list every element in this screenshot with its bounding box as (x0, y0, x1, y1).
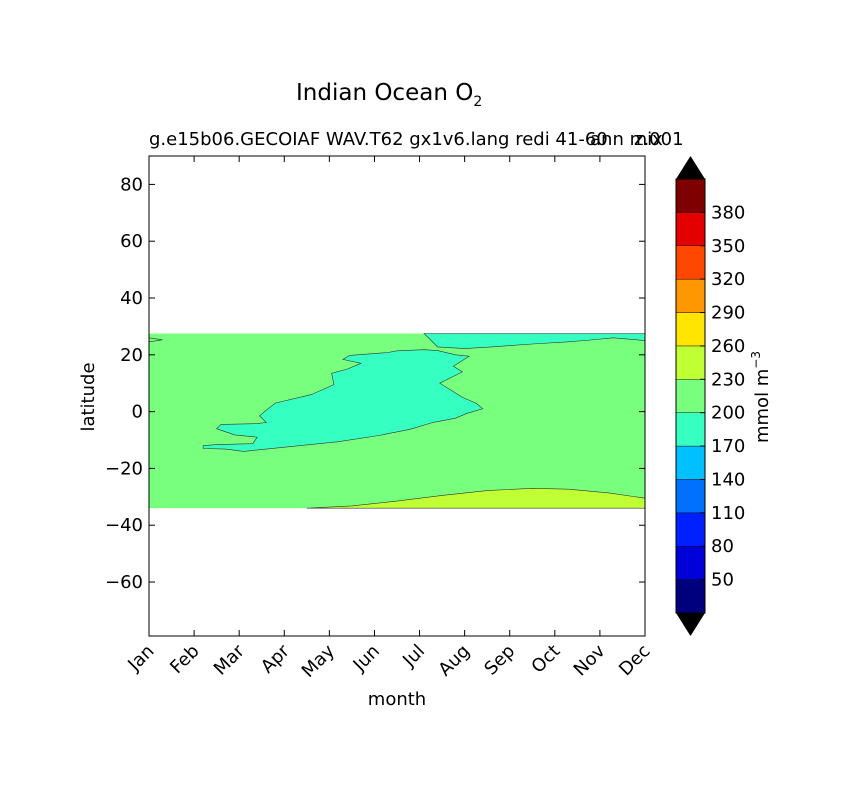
chart-title: Indian Ocean O2 (296, 80, 482, 110)
colorbar-segment (675, 379, 706, 413)
colorbar-segment (675, 178, 706, 213)
colorbar-segment (675, 312, 706, 347)
colorbar-segment (675, 278, 706, 313)
y-axis-label: latitude (78, 362, 99, 431)
x-tick-label: Apr (257, 640, 294, 677)
colorbar-frame (675, 178, 706, 614)
colorbar-tick-label: 290 (711, 303, 745, 324)
x-tick-label: Mar (210, 640, 249, 679)
x-tick-label: Jun (349, 641, 384, 676)
colorbar-segment (675, 479, 706, 514)
x-axis-label: month (368, 689, 426, 710)
y-axis: 80 60 40 20 0 −20 −40 −60 (105, 174, 645, 593)
y-tick-label: 0 (132, 402, 143, 423)
colorbar-segment (675, 546, 706, 580)
colorbar-segment (675, 579, 706, 614)
region-o2-230-260-south (306, 487, 645, 509)
colorbar-segment (675, 345, 706, 380)
y-tick-label: −20 (105, 458, 143, 479)
colorbar-tick-label: 200 (711, 403, 745, 424)
chart-subtitle-right: ann mix (590, 129, 663, 150)
colorbar-segment (675, 212, 706, 246)
colorbar-extend-max (676, 156, 705, 179)
y-tick-label: −40 (105, 515, 143, 536)
y-tick-label: −60 (105, 572, 143, 593)
contour-plot (149, 333, 645, 509)
y-tick-label: 80 (120, 174, 143, 195)
region-o2-170-200-north (423, 333, 645, 349)
x-tick-label: Sep (480, 641, 519, 680)
colorbar-tick-label: 110 (711, 503, 745, 524)
region-o2-170-200-tropical (202, 349, 484, 452)
contour-line (149, 337, 163, 343)
colorbar-segment (675, 445, 706, 480)
colorbar-tick-label: 380 (711, 202, 745, 223)
x-tick-label: May (298, 640, 339, 681)
y-tick-label: 40 (120, 288, 143, 309)
colorbar-tick-label: 320 (711, 269, 745, 290)
colorbar-tick-label: 80 (711, 536, 734, 557)
y-tick-label: 60 (120, 231, 143, 252)
colorbar-extend-min (676, 613, 705, 636)
colorbar-tick-label: 170 (711, 436, 745, 457)
x-tick-label: Aug (434, 641, 474, 681)
x-tick-label: Jan (123, 641, 158, 676)
colorbar-tick-label: 140 (711, 469, 745, 490)
colorbar-tick-label: 50 (711, 570, 734, 591)
colorbar-segment (675, 512, 706, 547)
x-tick-label: Jul (398, 641, 429, 672)
chart-subtitle-left: g.e15b06.GECOIAF WAV.T62 gx1v6.lang redi… (149, 129, 608, 150)
x-tick-label: Dec (615, 641, 654, 680)
colorbar: 50 80 110 140 170 200 230 260 290 320 350 380 (675, 156, 745, 636)
colorbar-segment (675, 245, 706, 280)
colorbar-segment (675, 412, 706, 447)
x-tick-label: Nov (570, 640, 610, 680)
x-tick-label: Oct (527, 641, 564, 678)
colorbar-tick-label: 260 (711, 336, 745, 357)
y-tick-label: 20 (120, 345, 143, 366)
x-tick-label: Feb (166, 641, 203, 678)
plot-frame (148, 155, 646, 637)
colorbar-tick-label: 350 (711, 236, 745, 257)
colorbar-tick-label: 230 (711, 369, 745, 390)
chart-subtitle-overlap: z.001 (634, 129, 684, 150)
colorbar-label: mmol m−3 (749, 351, 773, 443)
